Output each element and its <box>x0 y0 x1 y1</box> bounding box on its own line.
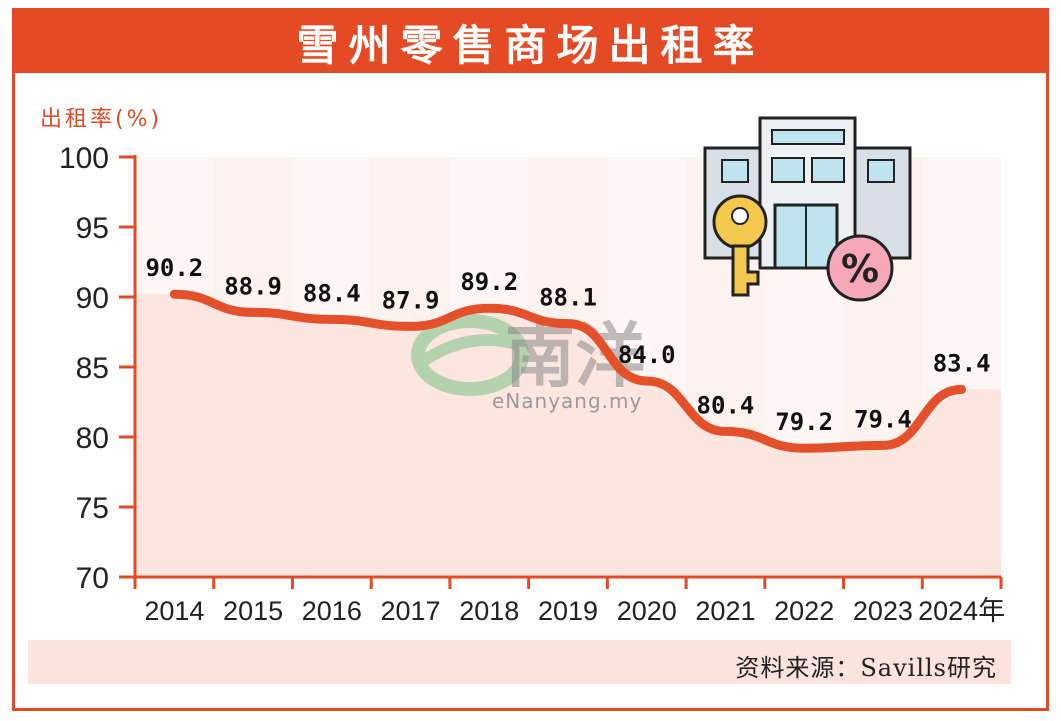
x-tick-label: 2022 <box>774 596 834 626</box>
data-point <box>252 311 255 314</box>
x-tick-label: 2019 <box>538 596 598 626</box>
x-tick-label: 2023 <box>853 596 913 626</box>
area-layer <box>135 157 1001 577</box>
data-label: 80.4 <box>697 391 755 419</box>
y-tick-label: 80 <box>76 422 109 455</box>
series-line <box>169 289 967 453</box>
y-tick-label: 90 <box>76 282 109 315</box>
watermark-url: eNanyang.my <box>492 389 642 413</box>
data-label: 83.4 <box>933 349 991 377</box>
y-axis-label: 出租率(%) <box>40 107 162 132</box>
data-label: 88.1 <box>539 284 597 312</box>
chart-title: 雪州零售商场出租率 <box>15 11 1046 73</box>
x-tick-label: 2024年 <box>918 596 1005 626</box>
data-label: 79.2 <box>775 408 833 436</box>
data-labels: 90.2 88.9 88.4 87.9 89.2 88.1 84.0 80.4 79.2 79.4… <box>145 254 991 450</box>
y-tick-label: 75 <box>76 492 109 525</box>
y-tick-label: 95 <box>76 212 109 245</box>
source-note: 资料来源：Savills研究 <box>735 654 997 682</box>
data-point <box>803 447 806 450</box>
data-point <box>330 318 333 321</box>
data-point <box>409 325 412 328</box>
source-bar: 资料来源：Savills研究 <box>28 640 1011 684</box>
data-label: 89.2 <box>460 268 518 296</box>
y-tick-label: 100 <box>59 142 109 175</box>
x-tick-label: 2021 <box>695 596 755 626</box>
building-key-percent-icon: % <box>703 116 912 302</box>
data-point <box>173 293 176 296</box>
svg-text:%: % <box>841 247 879 291</box>
enanyang-logo-icon <box>411 314 529 396</box>
series-area <box>135 294 1001 577</box>
x-tick-label: 2015 <box>223 596 283 626</box>
data-point <box>567 322 569 325</box>
data-label: 90.2 <box>145 254 203 282</box>
x-tick-label: 2017 <box>381 596 441 626</box>
data-label: 84.0 <box>618 341 676 369</box>
data-point <box>488 307 491 310</box>
data-label: 87.9 <box>382 286 440 314</box>
data-point <box>881 444 884 447</box>
data-point <box>960 388 963 391</box>
x-tick-label: 2016 <box>302 596 362 626</box>
data-label: 88.9 <box>224 272 282 300</box>
y-tick-label: 70 <box>76 562 109 595</box>
x-tick-label: 2020 <box>617 596 677 626</box>
data-point <box>645 380 648 382</box>
axis-layer: 100 95 90 85 80 75 70 出租率(%) 2014 2015 2016 2017 201… <box>40 107 1005 626</box>
data-label: 79.4 <box>854 405 912 433</box>
x-tick-label: 2014 <box>144 596 204 626</box>
x-tick-label: 2018 <box>459 596 519 626</box>
data-label: 88.4 <box>303 279 361 307</box>
data-point <box>724 430 727 433</box>
y-tick-label: 85 <box>76 352 109 385</box>
